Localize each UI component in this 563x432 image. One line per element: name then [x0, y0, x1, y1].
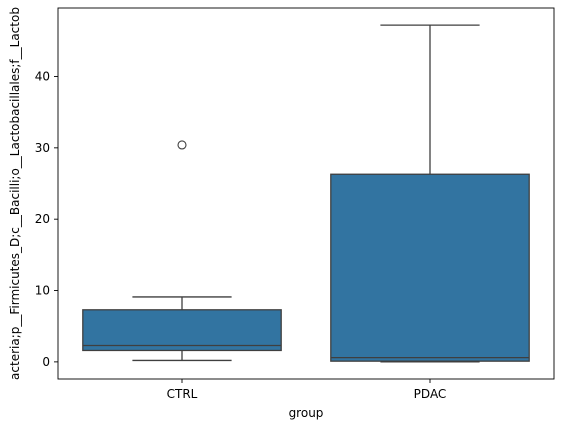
y-tick-label: 10: [35, 284, 50, 298]
x-tick-label: PDAC: [414, 387, 447, 401]
box-group-pdac: [330, 24, 530, 363]
y-tick-label: 40: [35, 69, 50, 83]
y-axis-label: acteria;p__Firmicutes_D;c__Bacilli;o__La…: [8, 7, 22, 380]
outlier-point: [177, 140, 187, 150]
x-axis: CTRL PDAC: [167, 379, 447, 401]
x-axis-label: group: [289, 406, 324, 420]
y-axis: 0 10 20 30 40: [35, 69, 58, 369]
box-group-ctrl: [82, 140, 282, 362]
y-tick-label: 30: [35, 141, 50, 155]
box-ctrl: [82, 309, 282, 352]
box-pdac: [330, 173, 530, 362]
boxes-layer: [82, 24, 530, 363]
x-tick-label: CTRL: [167, 387, 198, 401]
y-tick-label: 0: [42, 355, 50, 369]
y-tick-label: 20: [35, 212, 50, 226]
plot-frame: [57, 7, 555, 380]
